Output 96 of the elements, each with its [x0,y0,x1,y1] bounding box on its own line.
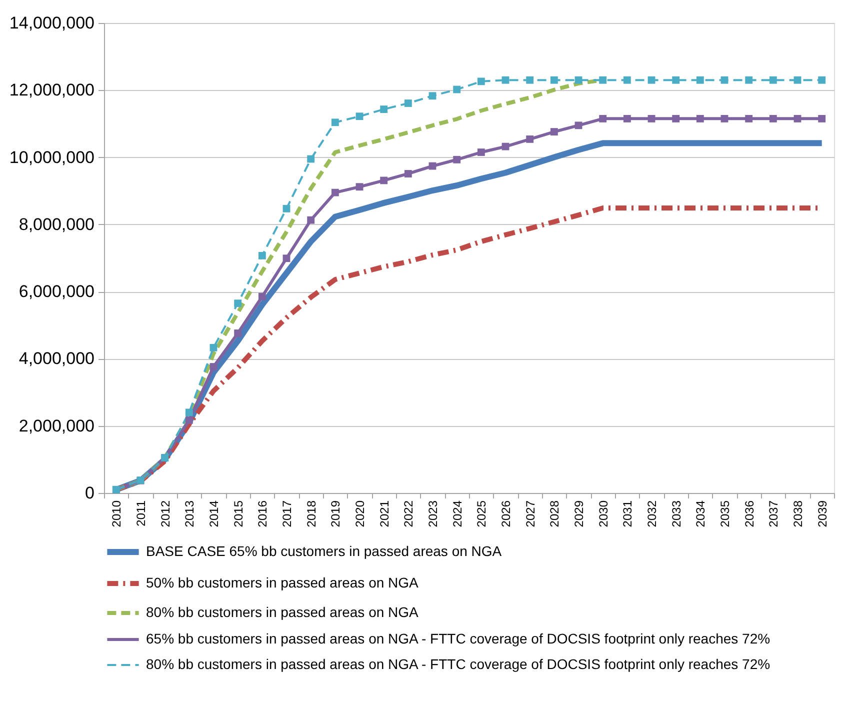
point [185,416,193,424]
x-tick-label: 2026 [499,500,513,528]
point [477,78,485,86]
y-tick-label: 14,000,000 [9,14,94,32]
point [331,118,339,126]
point [550,76,558,84]
point [282,204,290,212]
point [428,92,436,100]
point [623,114,631,122]
x-tick-label: 2017 [280,500,294,528]
point [526,135,534,143]
point [769,76,777,84]
point [623,76,631,84]
point [307,155,315,163]
x-tick-label: 2036 [742,500,756,528]
legend-label: 80% bb customers in passed areas on NGA - FTTC coverage of DOCSIS footprint only reaches 72% [146,656,770,672]
point [185,408,193,416]
x-tick-label: 2018 [304,500,318,528]
x-tick-label: 2027 [523,500,538,528]
x-tick-label: 2024 [450,500,464,528]
legend-label: BASE CASE 65% bb customers in passed areas on NGA [146,543,502,559]
point [477,148,485,156]
point [258,252,266,260]
point [648,76,656,84]
x-tick-label: 2013 [182,500,197,528]
y-tick-label: 6,000,000 [18,282,94,302]
point [818,114,826,122]
point [210,344,218,352]
point [307,216,315,224]
x-tick-label: 2035 [718,500,732,528]
point [745,114,753,122]
x-tick-label: 2025 [474,500,489,528]
legend-label: 80% bb customers in passed areas on NGA [146,604,420,620]
y-tick-label: 12,000,000 [9,80,94,100]
point [234,300,242,308]
point [404,100,412,107]
y-tick-label: 0 [85,484,94,502]
point [720,76,728,84]
x-tick-label: 2037 [766,500,781,528]
x-tick-label: 2028 [548,500,562,528]
x-tick-label: 2033 [669,500,684,528]
x-tick-label: 2021 [377,500,392,528]
x-tick-label: 2029 [572,500,586,528]
point [210,363,218,370]
x-tick-label: 2023 [426,500,440,528]
point [745,76,753,84]
y-tick-label: 2,000,000 [18,416,94,436]
x-tick-label: 2039 [815,500,830,528]
point [672,114,680,122]
point [696,114,704,122]
point [794,76,802,84]
point [696,76,704,84]
y-tick-label: 8,000,000 [18,214,94,234]
x-tick-label: 2015 [231,500,246,528]
point [720,114,728,122]
x-tick-label: 2031 [620,500,635,528]
point [356,183,364,191]
point [818,76,826,84]
x-tick-label: 2019 [328,500,343,528]
point [404,170,412,178]
point [234,329,242,337]
x-tick-label: 2034 [694,500,708,528]
x-tick-label: 2012 [158,500,172,528]
x-tick-label: 2011 [134,500,148,526]
point [502,142,510,150]
point [648,114,656,122]
x-tick-label: 2014 [207,500,221,528]
x-tick-label: 2020 [353,500,367,528]
point [258,292,266,300]
point [453,86,461,94]
point [526,76,534,84]
point [599,114,607,122]
x-tick-label: 2032 [645,500,659,528]
point [599,76,607,84]
point [550,128,558,136]
point [574,122,582,130]
point [574,76,582,84]
y-tick-label: 4,000,000 [18,349,94,368]
y-tick-label: 10,000,000 [9,148,94,167]
point [380,106,388,113]
point [453,156,461,164]
x-tick-label: 2038 [791,500,805,528]
point [356,112,364,120]
point [282,254,290,262]
point [672,76,680,84]
point [769,114,777,122]
point [380,176,388,184]
legend-label: 50% bb customers in passed areas on NGA [146,574,420,590]
x-tick-label: 2016 [256,500,270,528]
x-tick-label: 2030 [596,500,610,528]
point [331,188,339,196]
point [502,76,510,84]
x-tick-label: 2022 [402,500,416,528]
legend-label: 65% bb customers in passed areas on NGA - FTTC coverage of DOCSIS footprint only reaches 72% [146,630,770,646]
point [794,114,802,122]
x-tick-label: 2010 [110,500,124,528]
